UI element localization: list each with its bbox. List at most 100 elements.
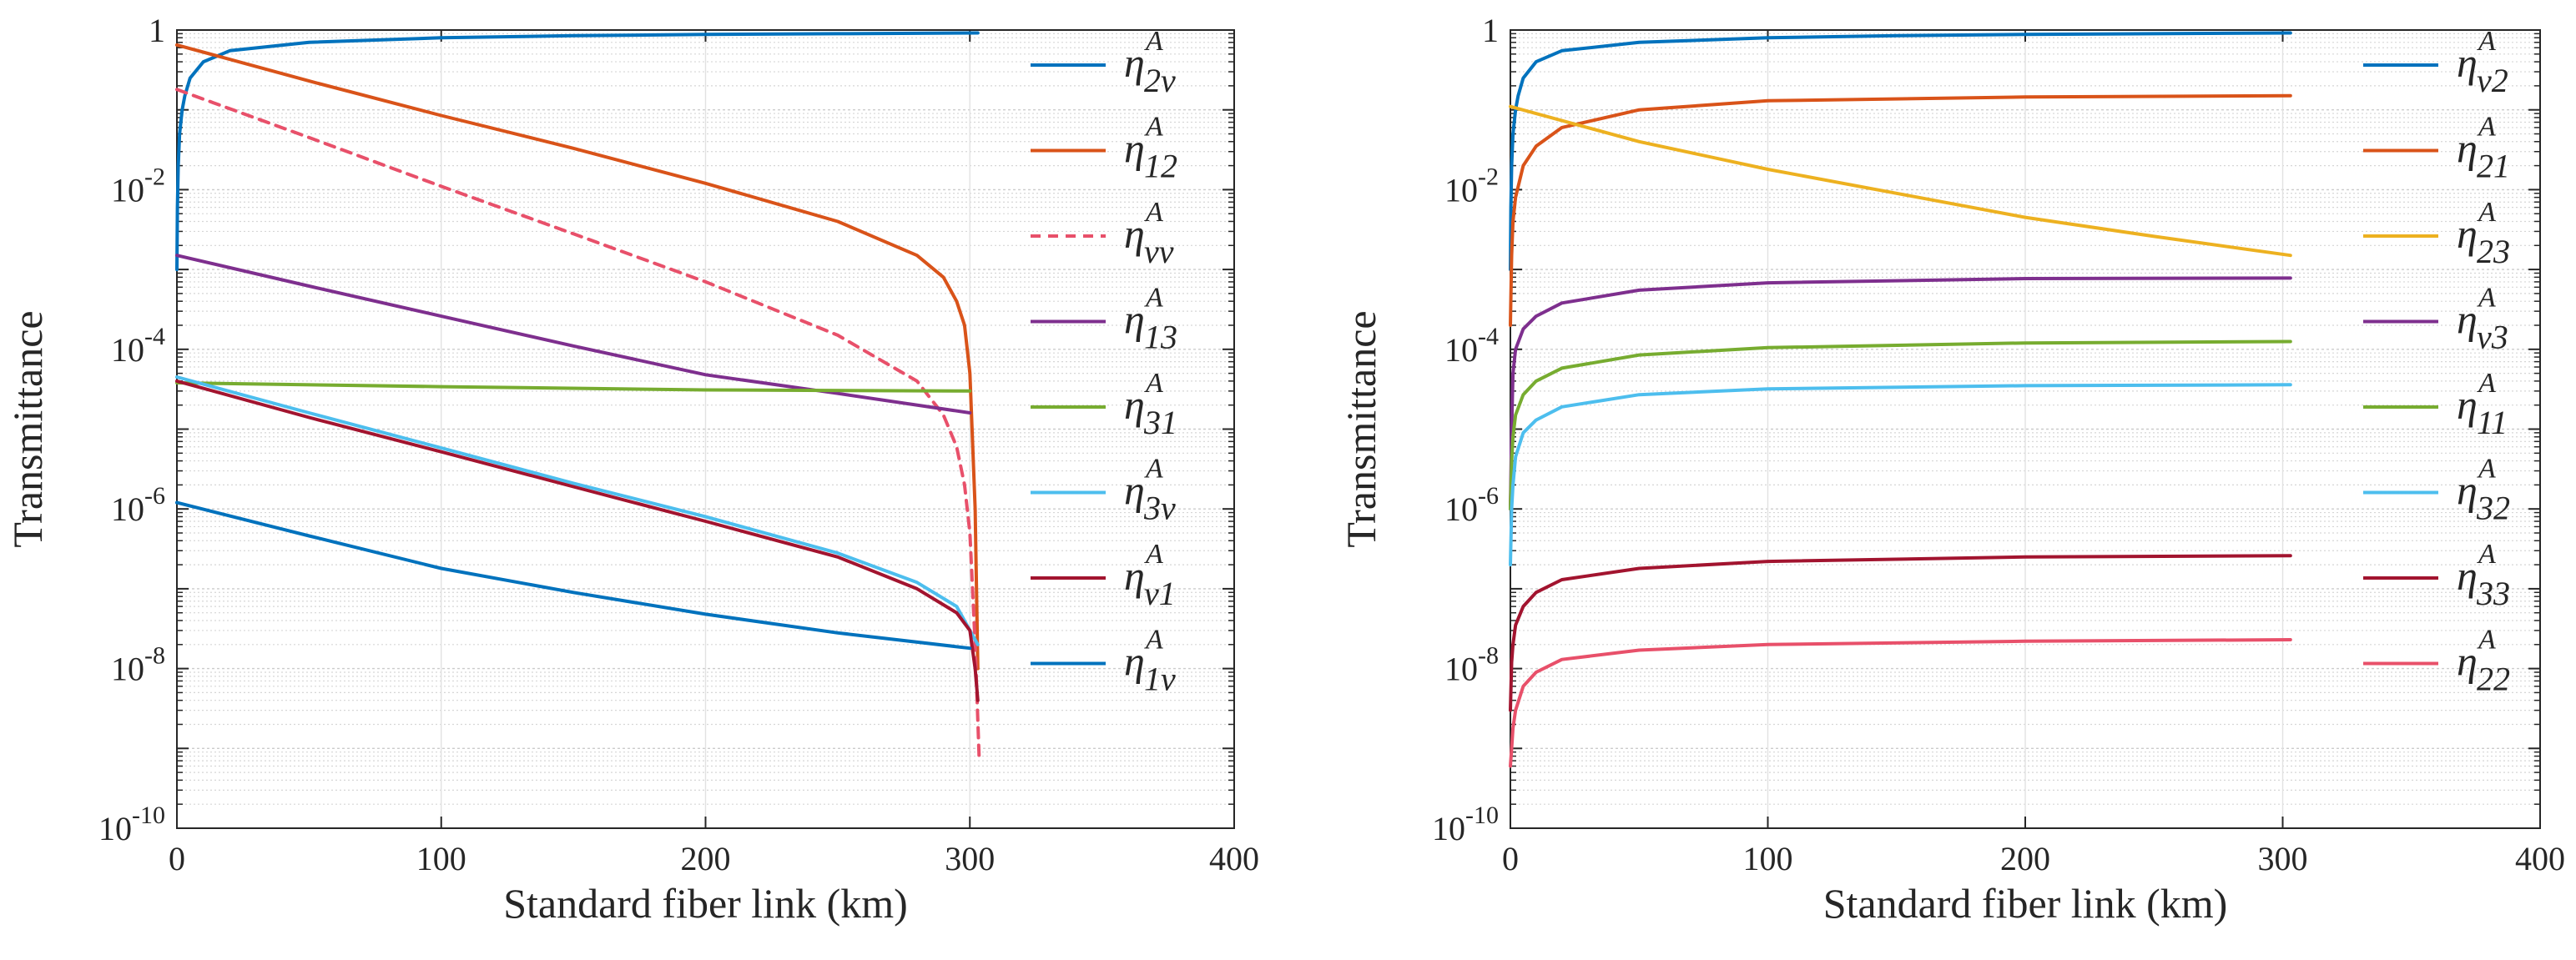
legend-symbol: η [1124,210,1145,257]
legend-superscript: A [2477,283,2496,314]
legend-subscript: v3 [2477,319,2508,356]
series-line-v3 [1509,276,2292,511]
legend-superscript: A [2477,368,2496,399]
y-tick-label: 10-6 [1444,482,1499,528]
legend-superscript: A [1144,283,1163,314]
legend-item-12: η A 12 [1031,112,1177,185]
legend-symbol: η [2457,638,2478,685]
legend-superscript: A [2477,539,2496,570]
legend-symbol: η [2457,296,2478,343]
legend-superscript: A [1144,197,1163,228]
series-line-v2 [1509,31,2292,272]
legend-symbol: η [2457,381,2478,428]
series-line-v1 [175,379,980,702]
y-tick-label: 10-8 [111,642,165,688]
legend-subscript: 22 [2477,661,2510,698]
y-tick-label: 10-2 [111,163,165,209]
x-tick-label: 100 [1743,840,1793,877]
legend-symbol: η [1124,552,1145,599]
legend-superscript: A [2477,454,2496,485]
x-tick-label: 300 [2258,840,2308,877]
x-tick-label: 0 [1502,840,1519,877]
legend-item-v3: η Av3 [2363,283,2508,356]
legend-subscript: 31 [1143,404,1177,441]
series-line-22 [1509,638,2292,768]
legend-item-3v: η A 3v [1031,454,1176,527]
legend-item-22: η A 22 [2363,625,2510,698]
y-tick-label: 10-2 [1444,163,1499,209]
legend-subscript: 11 [2477,404,2508,441]
legend-superscript: A [1144,26,1163,57]
series-line-12 [175,43,980,671]
legend-subscript: 3v [1143,490,1176,527]
legend-symbol: η [2457,467,2478,514]
legend-subscript: 21 [2477,148,2510,185]
legend-item-vv: η Avv [1031,197,1174,270]
series-line-31 [175,381,972,393]
chart-2: 0 100 200 300 400 1 10-2 10-4 10-6 10-8 10-10 Stand… [1338,12,2565,927]
legend-item-23: η A 23 [2363,197,2510,270]
x-axis-title: Standard fiber link (km) [503,880,908,927]
series-line-13 [175,254,972,415]
legend-subscript: 33 [2476,575,2510,612]
x-tick-label: 400 [2515,840,2565,877]
y-tick-label: 10-8 [1444,642,1499,688]
legend-superscript: A [2477,197,2496,228]
series-lines [175,31,981,758]
legend-symbol: η [2457,552,2478,599]
series-line-23 [1509,104,2292,258]
legend-subscript: v1 [1144,575,1176,612]
x-axis-title: Standard fiber link (km) [1823,880,2228,927]
legend-item-31: η A 31 [1031,368,1177,441]
legend-superscript: A [1144,454,1163,485]
y-axis-title: Transmittance [4,310,51,547]
x-tick-label: 200 [2000,840,2050,877]
legend-superscript: A [1144,112,1163,143]
x-tick-label: 100 [416,840,466,877]
x-tick-label: 400 [1209,840,1259,877]
x-tick-label: 300 [945,840,995,877]
series-line-2v [175,31,980,272]
series-line-21 [1509,93,2292,327]
legend-symbol: η [2457,210,2478,257]
legend-item-11: η A 11 [2363,368,2508,441]
y-tick-label: 10-4 [111,323,165,369]
legend-symbol: η [1124,638,1145,685]
legend-subscript: 32 [2476,490,2510,527]
legend-superscript: A [1144,625,1163,656]
y-tick-label: 10-10 [1432,802,1499,847]
legend-subscript: 13 [1144,319,1177,356]
series-line-32 [1509,383,2292,567]
x-tick-label: 0 [169,840,185,877]
y-tick-label: 1 [149,12,165,49]
y-axis-title: Transmittance [1338,310,1384,547]
legend-item-33: η A 33 [2363,539,2510,612]
series-line-11 [1509,339,2292,511]
legend-item-13: η A 13 [1031,283,1177,356]
legend-subscript: 1v [1144,661,1176,698]
legend-symbol: η [2457,39,2478,86]
legend-item-2v: η A 2v [1031,26,1176,99]
y-tick-label: 10-10 [98,802,165,847]
legend-item-21: η A 21 [2363,112,2510,185]
series-line-vv [175,88,981,758]
legend-symbol: η [1124,296,1145,343]
legend-symbol: η [1124,125,1145,172]
legend-symbol: η [1124,381,1145,428]
legend-superscript: A [2477,112,2496,143]
legend-symbol: η [1124,39,1145,86]
legend-symbol: η [2457,125,2478,172]
legend-subscript: 23 [2477,233,2510,270]
chart-1: 0 100 200 300 400 1 10-2 10-4 10-6 10-8 10-10 Stand… [4,12,1259,927]
legend-subscript: v2 [2477,62,2508,99]
legend-item-v2: η Av2 [2363,26,2508,99]
series-line-3v [175,375,980,646]
y-tick-label: 1 [1482,12,1499,49]
legend-item-1v: η A 1v [1031,625,1176,698]
legend-superscript: A [2477,625,2496,656]
series-line-33 [1509,554,2292,712]
legend-symbol: η [1124,467,1145,514]
y-tick-label: 10-6 [111,482,165,528]
